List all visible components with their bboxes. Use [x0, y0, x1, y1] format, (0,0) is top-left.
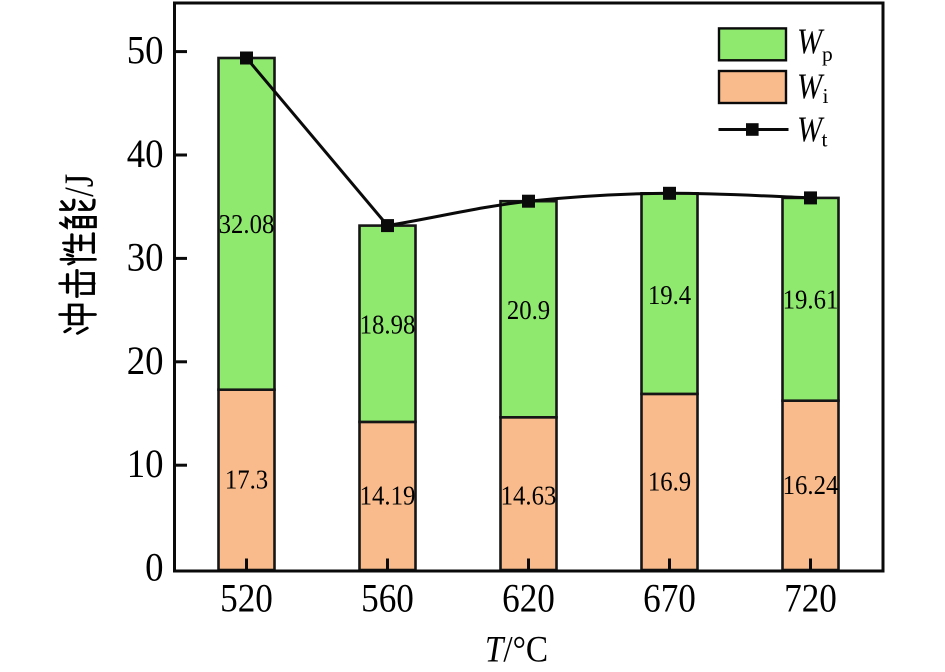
svg-text:0: 0: [145, 546, 163, 590]
svg-text:20.9: 20.9: [507, 295, 550, 325]
svg-text:520: 520: [220, 576, 273, 621]
svg-text:50: 50: [127, 29, 164, 73]
svg-text:19.4: 19.4: [648, 280, 691, 310]
svg-text:16.24: 16.24: [783, 470, 839, 500]
svg-text:W: W: [797, 21, 825, 61]
svg-text:670: 670: [643, 576, 696, 621]
svg-text:t: t: [822, 127, 828, 151]
svg-text:17.3: 17.3: [225, 464, 268, 494]
svg-text:W: W: [797, 67, 825, 107]
svg-text:T/°C: T/°C: [485, 629, 548, 670]
svg-text:720: 720: [784, 576, 837, 621]
svg-text:10: 10: [127, 443, 164, 487]
svg-text:14.19: 14.19: [360, 480, 416, 510]
svg-text:14.63: 14.63: [501, 481, 557, 511]
svg-text:19.61: 19.61: [783, 284, 839, 314]
svg-text:i: i: [823, 84, 829, 108]
svg-text:p: p: [822, 42, 833, 66]
svg-text:32.08: 32.08: [219, 209, 275, 239]
svg-text:/J: /J: [57, 174, 103, 197]
svg-text:20: 20: [127, 339, 164, 383]
svg-text:30: 30: [127, 236, 164, 280]
svg-text:560: 560: [361, 576, 414, 621]
svg-text:40: 40: [127, 133, 164, 177]
svg-text:W: W: [797, 110, 825, 150]
svg-text:620: 620: [502, 576, 555, 621]
svg-text:16.9: 16.9: [648, 466, 691, 496]
svg-text:18.98: 18.98: [360, 309, 416, 339]
